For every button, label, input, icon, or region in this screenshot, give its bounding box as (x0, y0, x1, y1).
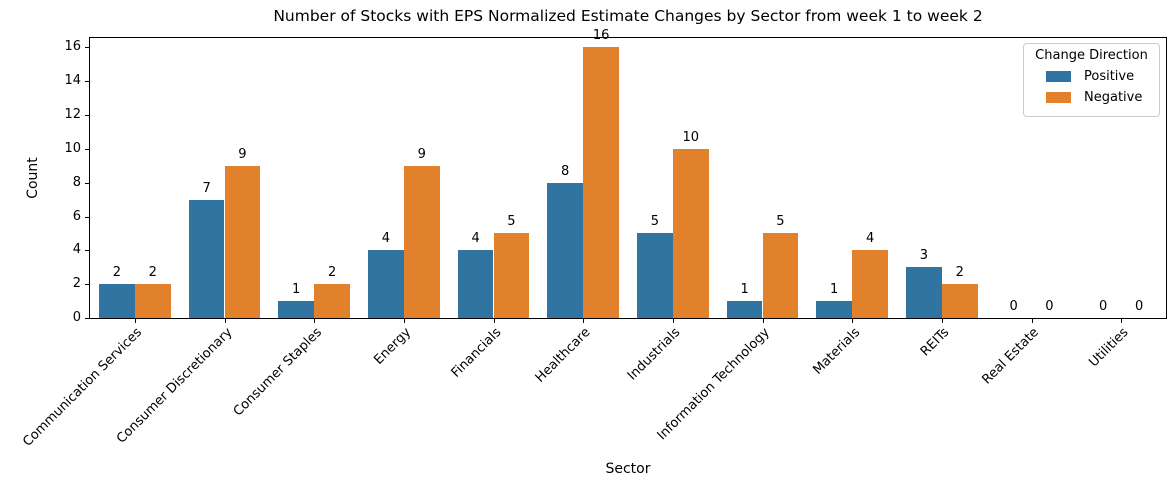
bar-value-label: 0 (1134, 299, 1144, 314)
y-tick-mark (85, 81, 89, 83)
x-tick-mark (1031, 319, 1033, 323)
legend-label-negative: Negative (1084, 90, 1143, 105)
bar-value-label: 0 (1045, 299, 1054, 314)
x-tick-mark (134, 319, 136, 323)
bar-value-label: 2 (112, 265, 122, 281)
bar-positive-5 (547, 182, 584, 318)
bar-value-label: 7 (202, 180, 211, 196)
x-tick-mark (314, 319, 316, 323)
bar-value-label: 16 (592, 28, 610, 44)
x-tick-label: Industrials (624, 325, 684, 384)
bar-negative-9 (941, 284, 978, 318)
positive-color-swatch (1046, 71, 1071, 82)
bar-value-label: 5 (650, 214, 660, 230)
x-tick-mark (224, 319, 226, 323)
bar-value-label: 1 (292, 282, 301, 298)
bar-negative-8 (852, 250, 889, 318)
plot-inner: 2 7 1 4 4 8 5 1 1 3 0 0 2 9 2 9 5 16 10 5 4 2 0 0 (90, 28, 1166, 318)
bar-value-label: 2 (955, 265, 964, 281)
y-tick-label: 14 (64, 73, 81, 89)
bar-positive-4 (457, 250, 494, 318)
x-tick-mark (852, 319, 854, 323)
bar-value-label: 4 (381, 231, 391, 247)
x-tick-label: Consumer Staples (230, 325, 325, 420)
bar-value-label: 10 (682, 129, 700, 145)
bar-positive-0 (99, 284, 135, 318)
y-tick-label: 10 (64, 140, 81, 156)
bar-value-label: 8 (561, 163, 570, 179)
x-tick-mark (403, 319, 405, 323)
bar-negative-2 (314, 284, 351, 318)
bar-positive-1 (188, 199, 225, 318)
bar-negative-6 (672, 148, 709, 318)
y-tick-mark (85, 182, 89, 184)
bar-positive-3 (368, 250, 404, 318)
bar-value-label: 5 (507, 214, 516, 230)
legend-item-positive: Positive (1046, 69, 1151, 84)
x-tick-mark (1121, 319, 1123, 323)
x-axis-label: Sector (605, 461, 651, 477)
y-tick-mark (85, 47, 89, 49)
y-tick-mark (85, 284, 89, 286)
bar-negative-5 (583, 47, 620, 318)
y-tick-mark (85, 318, 89, 319)
legend-title: Change Direction (1035, 48, 1148, 63)
bar-value-label: 0 (1009, 299, 1018, 314)
bar-value-label: 2 (327, 265, 337, 281)
x-tick-label: Healthcare (533, 325, 594, 386)
bar-positive-8 (816, 301, 853, 318)
x-tick-mark (672, 319, 674, 323)
bar-value-label: 3 (919, 248, 929, 264)
y-tick-label: 6 (72, 208, 81, 224)
x-tick-mark (941, 319, 943, 323)
chart-title: Number of Stocks with EPS Normalized Est… (273, 7, 983, 25)
x-tick-label: Utilities (1086, 325, 1132, 371)
x-tick-mark (762, 319, 764, 323)
bar-negative-0 (134, 284, 171, 318)
y-tick-mark (85, 115, 89, 116)
x-tick-label: Real Estate (979, 325, 1043, 388)
y-tick-label: 2 (72, 276, 81, 292)
x-tick-label: Financials (448, 325, 505, 381)
negative-color-swatch (1046, 92, 1071, 103)
x-tick-mark (583, 319, 585, 323)
y-tick-label: 0 (72, 310, 81, 325)
bar-value-label: 9 (417, 146, 426, 162)
y-tick-mark (85, 250, 89, 252)
y-tick-label: 4 (72, 242, 81, 258)
bar-value-label: 5 (776, 214, 785, 230)
y-tick-mark (85, 148, 89, 150)
x-tick-label: Materials (810, 325, 863, 378)
bar-negative-3 (403, 165, 440, 318)
bar-value-label: 4 (865, 231, 875, 247)
bar-positive-2 (278, 301, 315, 318)
bar-negative-1 (224, 165, 261, 318)
legend-label-positive: Positive (1084, 69, 1135, 84)
y-tick-label: 12 (64, 107, 81, 122)
bar-value-label: 2 (148, 265, 157, 281)
plot-area: 2 7 1 4 4 8 5 1 1 3 0 0 2 9 2 9 5 16 10 5 4 2 0 0 (89, 28, 1167, 319)
legend-item-negative: Negative (1046, 90, 1151, 105)
bar-value-label: 1 (740, 282, 749, 298)
x-tick-mark (493, 319, 495, 323)
y-tick-label: 16 (64, 39, 81, 55)
y-tick-label: 8 (72, 174, 81, 190)
y-tick-mark (85, 216, 89, 218)
bar-positive-9 (906, 267, 942, 318)
bar-negative-7 (762, 233, 799, 318)
legend: Change Direction Positive Negative (1023, 43, 1160, 117)
x-tick-label: Energy (371, 325, 415, 368)
bar-value-label: 4 (471, 231, 480, 247)
bar-value-label: 1 (830, 282, 839, 298)
bar-positive-7 (726, 301, 763, 318)
bar-positive-6 (637, 233, 673, 318)
bar-negative-4 (493, 233, 530, 318)
bar-value-label: 0 (1099, 299, 1108, 314)
x-tick-label: REITs (917, 325, 953, 360)
bar-value-label: 9 (238, 146, 247, 162)
